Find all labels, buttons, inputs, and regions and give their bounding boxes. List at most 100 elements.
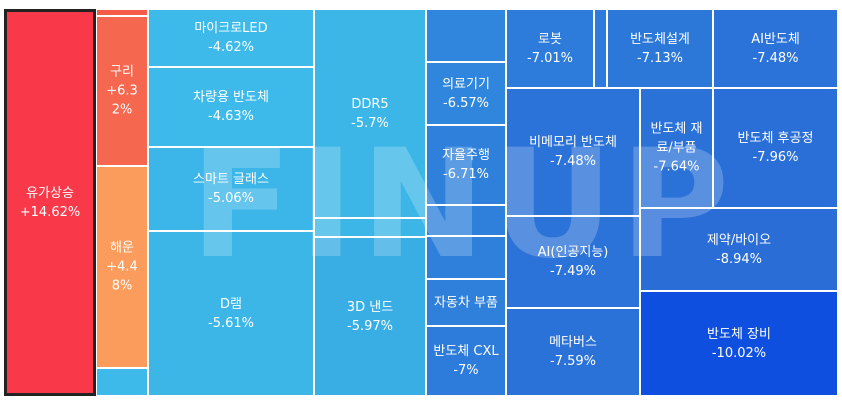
tile-name: 로봇 bbox=[538, 31, 562, 47]
tile-name: D램 bbox=[220, 296, 242, 312]
tile-label: 제약/바이오 -8.94% bbox=[641, 231, 837, 269]
tile-change: -5.7% bbox=[351, 115, 389, 131]
treemap-tile[interactable]: 마이크로LED -4.62% bbox=[148, 9, 314, 67]
tile-name: 반도체 재 bbox=[650, 121, 703, 137]
treemap-tile[interactable]: 메타버스 -7.59% bbox=[506, 308, 640, 396]
tile-change: -7.59% bbox=[550, 354, 596, 369]
treemap-tile[interactable] bbox=[314, 218, 426, 237]
tile-label: 3D 낸드 -5.97% bbox=[315, 298, 425, 336]
tile-label: AI반도체 -7.48% bbox=[714, 30, 837, 68]
tile-label: 의료기기 -6.57% bbox=[427, 75, 505, 113]
tile-name: AI(인공지능) bbox=[537, 245, 609, 260]
tile-label: 마이크로LED -4.62% bbox=[149, 19, 313, 57]
tile-label: 해운 +4.4 8% bbox=[97, 239, 147, 296]
tile-name: 3D 낸드 bbox=[346, 299, 394, 315]
tile-label: 차량용 반도체 -4.63% bbox=[149, 88, 313, 126]
tile-name: 반도체설계 bbox=[630, 31, 690, 47]
treemap-tile[interactable]: 자율주행 -6.71% bbox=[426, 125, 506, 205]
treemap-tile[interactable]: DDR5 -5.7% bbox=[314, 9, 426, 218]
tile-label: 스마트 글래스 -5.06% bbox=[149, 170, 313, 208]
tile-change: -7.48% bbox=[550, 154, 596, 169]
tile-label: 구리 +6.3 2% bbox=[97, 63, 147, 120]
treemap-tile[interactable] bbox=[426, 9, 506, 62]
tile-change: +14.62% bbox=[19, 204, 81, 220]
tile-name: 의료기기 bbox=[442, 76, 490, 92]
tile-change: -4.62% bbox=[208, 40, 254, 55]
treemap-tile[interactable]: 구리 +6.3 2% bbox=[96, 16, 148, 166]
tile-change: +6.3 bbox=[106, 83, 138, 99]
tile-change: -7.01% bbox=[527, 50, 573, 66]
tile-label: 반도체 CXL -7% bbox=[427, 342, 505, 380]
tile-change: 료/부품 bbox=[656, 140, 697, 156]
treemap-tile[interactable]: 제약/바이오 -8.94% bbox=[640, 208, 838, 291]
treemap-tile[interactable]: 반도체 장비 -10.02% bbox=[640, 291, 838, 396]
tile-label: 반도체 장비 -10.02% bbox=[641, 325, 837, 363]
tile-change: -8.94% bbox=[716, 251, 762, 267]
tile-name: 제약/바이오 bbox=[706, 232, 772, 248]
tile-change: -5.97% bbox=[347, 318, 393, 334]
tile-label: 자동차 부품 bbox=[427, 293, 505, 312]
tile-change: -7.96% bbox=[752, 150, 799, 165]
tile-name: 비메모리 반도체 bbox=[529, 135, 617, 150]
tile-label: DDR5 -5.7% bbox=[315, 95, 425, 133]
tile-change: +4.4 bbox=[106, 259, 138, 275]
tile-name: 자율주행 bbox=[442, 148, 490, 163]
treemap-tile[interactable] bbox=[96, 368, 148, 396]
tile-change: 8% bbox=[111, 278, 133, 294]
tile-change: -5.61% bbox=[208, 315, 254, 331]
tile-name: 유가상승 bbox=[26, 185, 74, 201]
tile-change: -7% bbox=[453, 363, 479, 378]
treemap-tile[interactable]: AI(인공지능) -7.49% bbox=[506, 216, 640, 308]
treemap-tile[interactable]: 의료기기 -6.57% bbox=[426, 62, 506, 125]
tile-label: 로봇 -7.01% bbox=[507, 30, 593, 68]
tile-change: -4.63% bbox=[208, 109, 254, 124]
treemap-tile[interactable] bbox=[426, 205, 506, 236]
treemap-tile[interactable]: 자동차 부품 bbox=[426, 279, 506, 326]
tile-change: -7.48% bbox=[752, 50, 799, 66]
tile-change: -6.57% bbox=[443, 95, 489, 111]
treemap-tile[interactable]: 로봇 -7.01% bbox=[506, 9, 594, 88]
treemap-tile[interactable]: 반도체설계 -7.13% bbox=[607, 9, 713, 88]
tile-name: 스마트 글래스 bbox=[193, 172, 269, 187]
tile-label: 자율주행 -6.71% bbox=[427, 146, 505, 184]
tile-label: AI(인공지능) -7.49% bbox=[507, 243, 639, 281]
treemap-tile[interactable]: AI반도체 -7.48% bbox=[713, 9, 838, 88]
treemap-tile[interactable] bbox=[96, 9, 148, 16]
treemap-tile[interactable]: D램 -5.61% bbox=[148, 231, 314, 396]
treemap-tile[interactable]: 비메모리 반도체 -7.48% bbox=[506, 88, 640, 216]
tile-name: 메타버스 bbox=[549, 335, 597, 350]
treemap-tile[interactable]: 3D 낸드 -5.97% bbox=[314, 237, 426, 396]
tile-change: -7.49% bbox=[550, 264, 596, 279]
tile-label: 비메모리 반도체 -7.48% bbox=[507, 133, 639, 171]
tile-label: 반도체 후공정 -7.96% bbox=[714, 129, 837, 167]
tile-label: 반도체설계 -7.13% bbox=[608, 30, 712, 68]
tile-change: -6.71% bbox=[443, 167, 489, 182]
treemap-tile[interactable]: 유가상승 +14.62% bbox=[4, 9, 96, 396]
tile-change: -7.13% bbox=[637, 50, 683, 66]
tile-name: 해운 bbox=[110, 240, 134, 256]
treemap-tile[interactable] bbox=[594, 9, 607, 88]
tile-name: 자동차 부품 bbox=[434, 295, 498, 310]
tile-label: 유가상승 +14.62% bbox=[7, 184, 93, 222]
tile-name: 반도체 장비 bbox=[707, 326, 771, 342]
tile-label: 메타버스 -7.59% bbox=[507, 333, 639, 371]
tile-name: 마이크로LED bbox=[194, 21, 268, 36]
tile-name: 반도체 후공정 bbox=[737, 131, 814, 146]
tile-label: D램 -5.61% bbox=[149, 295, 313, 333]
treemap-tile[interactable]: 차량용 반도체 -4.63% bbox=[148, 67, 314, 147]
treemap-tile[interactable]: 반도체 후공정 -7.96% bbox=[713, 88, 838, 208]
tile-name: AI반도체 bbox=[751, 31, 800, 47]
treemap-tile[interactable]: 반도체 CXL -7% bbox=[426, 326, 506, 396]
treemap-tile[interactable]: 해운 +4.4 8% bbox=[96, 166, 148, 368]
treemap-tile[interactable] bbox=[426, 236, 506, 279]
tile-change: -5.06% bbox=[208, 191, 254, 206]
tile-name: 반도체 CXL bbox=[433, 344, 499, 359]
tile-change: -10.02% bbox=[711, 345, 767, 361]
tile-name: 구리 bbox=[110, 64, 134, 80]
tile-name: DDR5 bbox=[351, 96, 389, 112]
tile-change: -7.64% bbox=[653, 159, 700, 175]
treemap-tile[interactable]: 스마트 글래스 -5.06% bbox=[148, 147, 314, 231]
